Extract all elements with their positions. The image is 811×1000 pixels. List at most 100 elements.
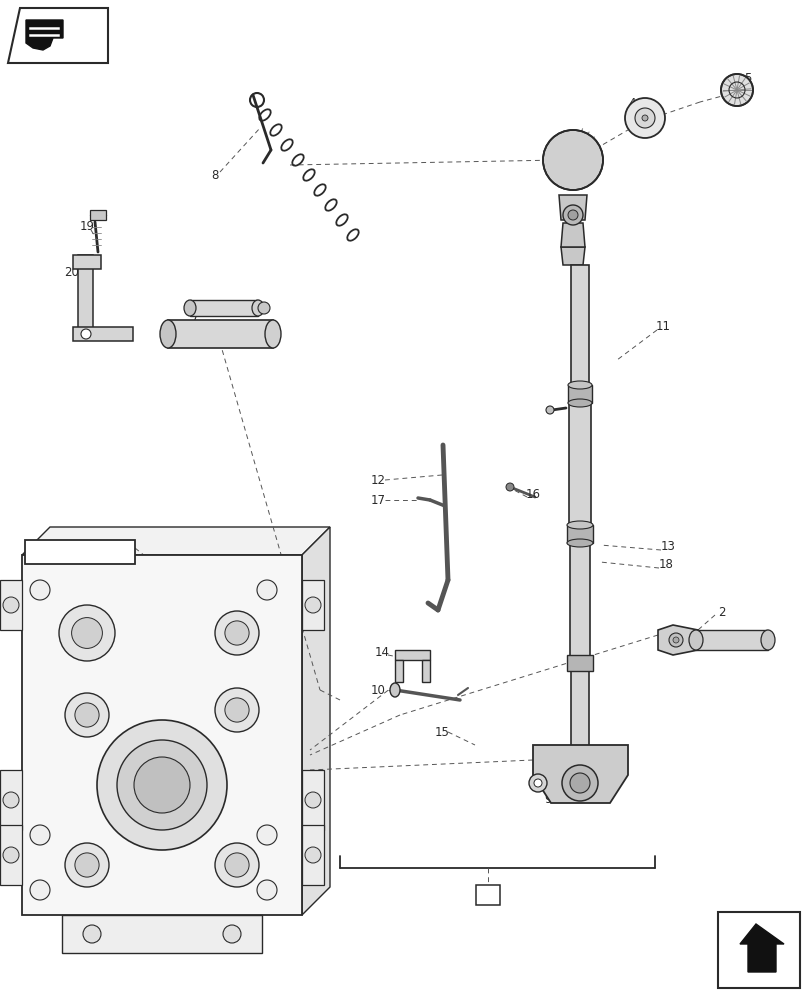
Ellipse shape: [251, 300, 264, 316]
Circle shape: [668, 633, 682, 647]
Circle shape: [624, 98, 664, 138]
Text: 16: 16: [525, 488, 540, 502]
Circle shape: [30, 825, 50, 845]
Polygon shape: [8, 8, 108, 63]
Polygon shape: [302, 527, 329, 915]
Bar: [717, 912, 799, 988]
Circle shape: [720, 74, 752, 106]
Circle shape: [257, 825, 277, 845]
Bar: [190, 300, 258, 316]
Bar: [566, 525, 592, 543]
Text: 10: 10: [370, 684, 385, 696]
Text: 31.114.AH 02: 31.114.AH 02: [42, 547, 118, 557]
Bar: [568, 385, 591, 403]
Bar: [302, 770, 324, 830]
Circle shape: [134, 757, 190, 813]
Ellipse shape: [184, 300, 195, 316]
Circle shape: [672, 637, 678, 643]
Circle shape: [505, 483, 513, 491]
Circle shape: [258, 302, 270, 314]
Bar: [570, 265, 588, 390]
Polygon shape: [558, 195, 586, 220]
Bar: [25, 540, 135, 564]
Polygon shape: [657, 625, 697, 655]
Circle shape: [569, 773, 590, 793]
Text: 13: 13: [660, 540, 675, 554]
Ellipse shape: [389, 683, 400, 697]
Bar: [73, 255, 101, 269]
Polygon shape: [532, 745, 627, 803]
Ellipse shape: [689, 630, 702, 650]
Text: 17: 17: [370, 493, 385, 506]
Circle shape: [75, 703, 99, 727]
Circle shape: [3, 597, 19, 613]
Text: 5: 5: [744, 72, 751, 85]
Bar: [394, 650, 430, 660]
Circle shape: [65, 843, 109, 887]
Circle shape: [562, 205, 582, 225]
Circle shape: [225, 698, 249, 722]
Ellipse shape: [566, 521, 592, 529]
Circle shape: [528, 774, 547, 792]
Text: 6: 6: [192, 330, 200, 344]
Circle shape: [634, 108, 654, 128]
Text: 1: 1: [483, 888, 491, 901]
Bar: [394, 660, 402, 682]
Bar: [569, 403, 590, 530]
Circle shape: [71, 618, 102, 648]
Text: 12: 12: [370, 474, 385, 487]
Circle shape: [30, 880, 50, 900]
Text: 11: 11: [654, 320, 670, 334]
Text: 3: 3: [715, 632, 723, 645]
Bar: [302, 580, 324, 630]
Circle shape: [545, 406, 553, 414]
Circle shape: [215, 611, 259, 655]
Text: 4: 4: [628, 97, 635, 110]
Text: 9: 9: [543, 793, 551, 806]
Circle shape: [305, 847, 320, 863]
Circle shape: [215, 688, 259, 732]
Text: 2: 2: [718, 605, 725, 618]
Bar: [22, 555, 302, 915]
Ellipse shape: [566, 539, 592, 547]
Circle shape: [305, 597, 320, 613]
Circle shape: [223, 925, 241, 943]
Bar: [695, 630, 767, 650]
Bar: [0, 580, 22, 630]
Text: 14: 14: [374, 646, 389, 658]
Circle shape: [305, 792, 320, 808]
Text: 7: 7: [192, 310, 200, 322]
Bar: [78, 255, 93, 337]
Circle shape: [3, 847, 19, 863]
Ellipse shape: [568, 399, 591, 407]
Circle shape: [117, 740, 207, 830]
Text: 8: 8: [211, 169, 218, 182]
Bar: [90, 210, 106, 220]
Ellipse shape: [160, 320, 176, 348]
Circle shape: [561, 765, 597, 801]
Circle shape: [568, 210, 577, 220]
Text: 19: 19: [79, 220, 94, 232]
Text: 18: 18: [658, 558, 672, 572]
Circle shape: [59, 605, 115, 661]
Circle shape: [3, 792, 19, 808]
Bar: [0, 825, 22, 885]
Circle shape: [642, 115, 647, 121]
Bar: [422, 660, 430, 682]
Polygon shape: [22, 527, 329, 555]
Circle shape: [83, 925, 101, 943]
Polygon shape: [739, 924, 783, 972]
Circle shape: [225, 853, 249, 877]
Bar: [475, 885, 500, 905]
Text: 15: 15: [434, 726, 448, 738]
Ellipse shape: [760, 630, 774, 650]
Polygon shape: [560, 223, 584, 247]
Text: 20: 20: [65, 265, 79, 278]
Circle shape: [81, 329, 91, 339]
Bar: [73, 327, 133, 341]
Circle shape: [75, 853, 99, 877]
Circle shape: [97, 720, 227, 850]
Bar: [569, 543, 590, 660]
Bar: [566, 655, 592, 671]
Circle shape: [534, 779, 541, 787]
